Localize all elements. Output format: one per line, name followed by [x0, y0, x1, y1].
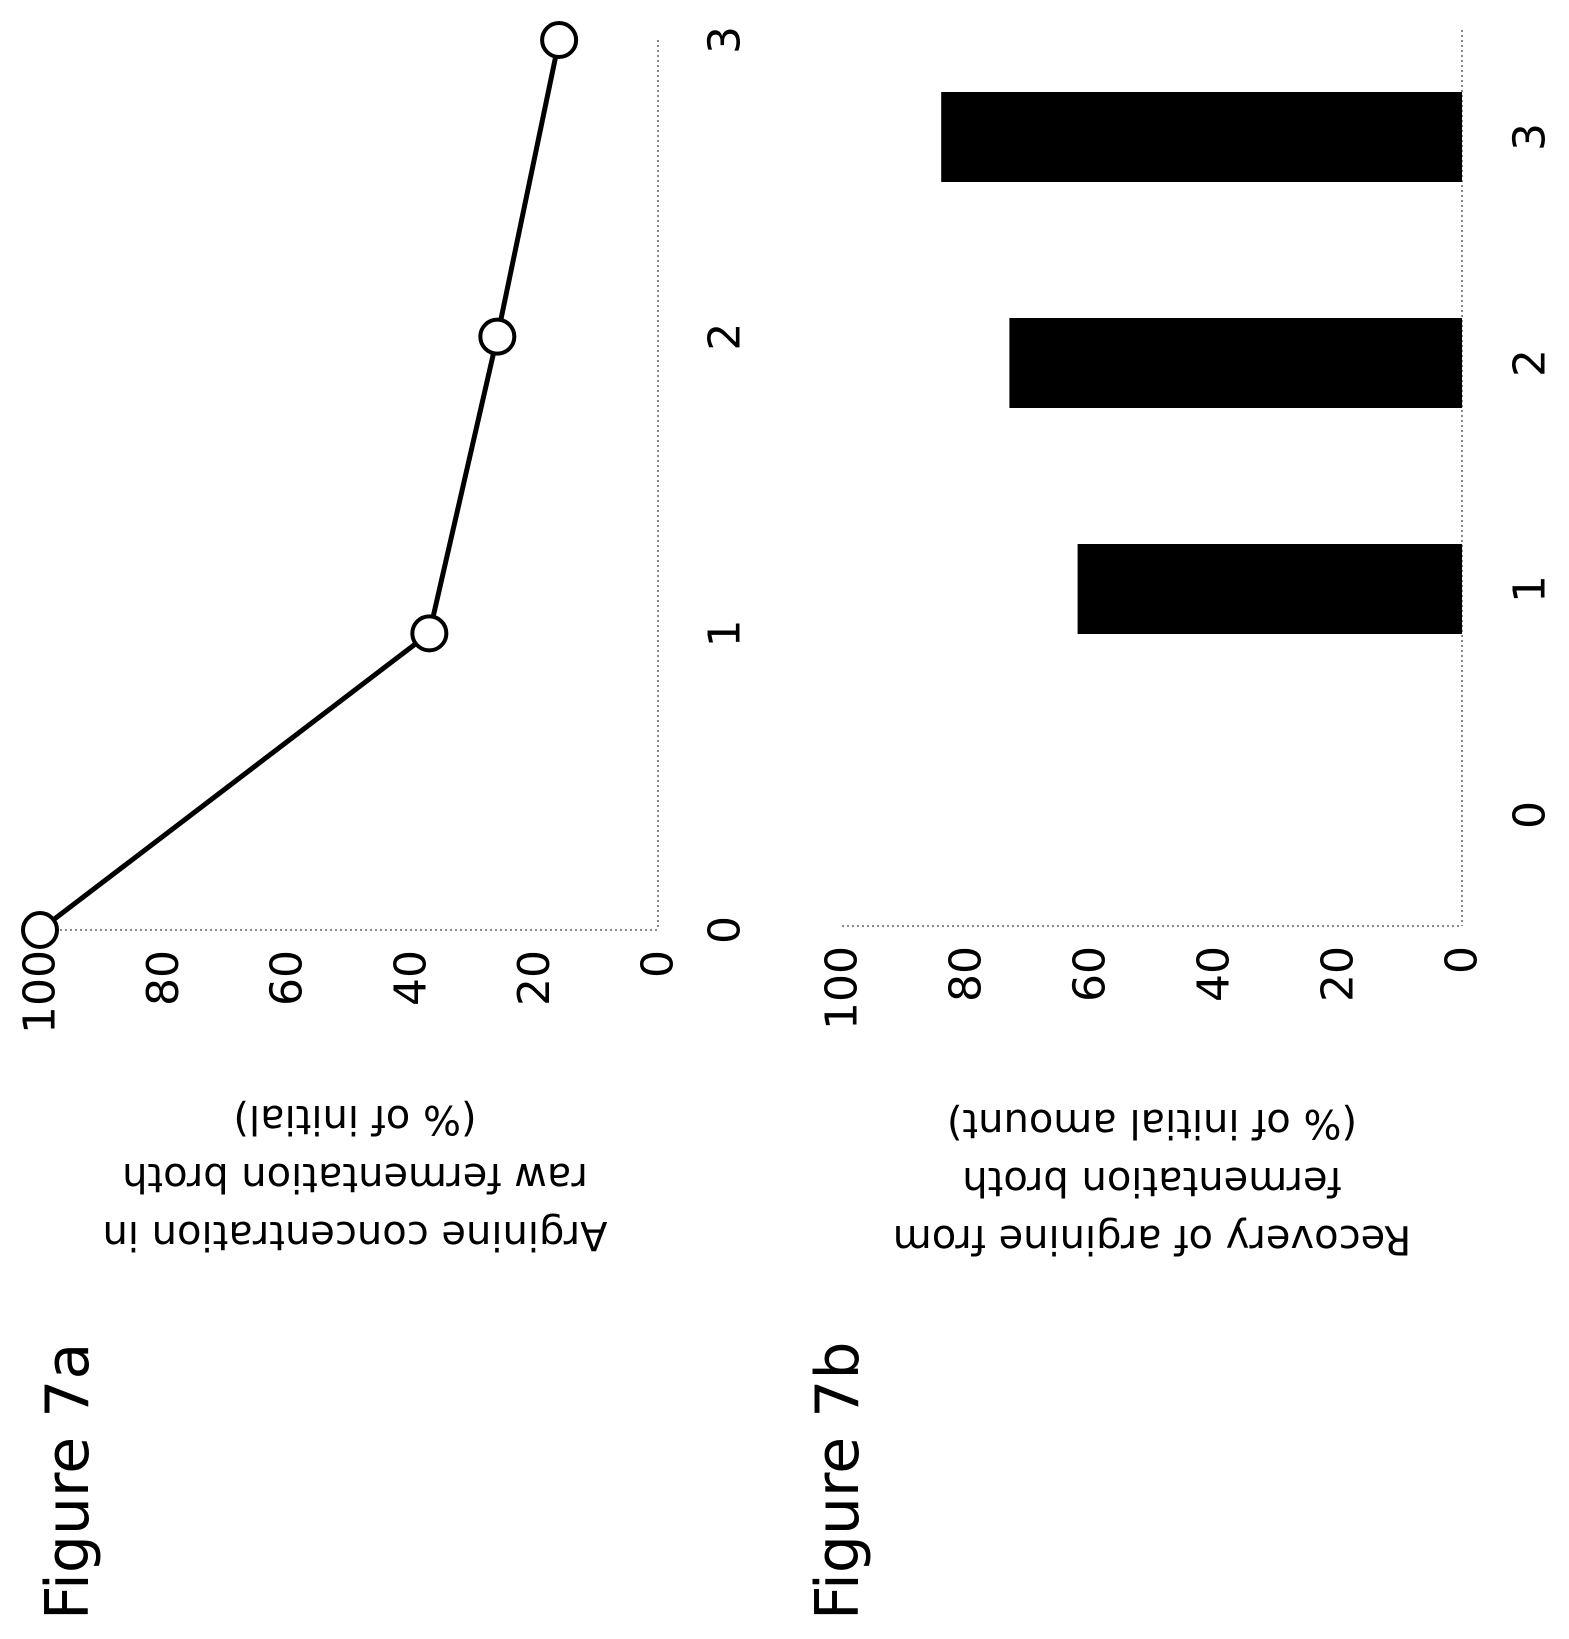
y-tick-20: 20 [1313, 946, 1364, 1002]
y-axis-title-line-1: Arginine concentration in [103, 1212, 608, 1258]
y-tick-40: 40 [1189, 946, 1240, 1002]
y-tick-80: 80 [941, 946, 992, 1002]
x-tick-3: 3 [1505, 123, 1556, 151]
y-tick-60: 60 [1065, 946, 1116, 1002]
bar-chart-7b: 0 1 2 3 0 20 40 60 80 100 Recovery of arginine f… [817, 30, 1556, 1262]
y-axis-title-line-2: fermentation broth [962, 1158, 1341, 1204]
x-tick-0: 0 [700, 916, 751, 944]
y-tick-labels: 0 20 40 60 80 100 [817, 946, 1488, 1030]
figure-label-7a: Figure 7a [33, 1343, 103, 1620]
y-tick-20: 20 [509, 950, 560, 1006]
line-chart-7a: 0 1 2 3 0 20 40 60 80 100 Arginine concentration… [15, 21, 751, 1258]
y-tick-labels: 0 20 40 60 80 100 [15, 950, 684, 1034]
y-tick-100: 100 [15, 950, 66, 1034]
x-tick-1: 1 [700, 619, 751, 647]
y-axis-title-line-1: Recovery of arginine from [893, 1216, 1411, 1262]
y-tick-0: 0 [633, 950, 684, 978]
bars [941, 92, 1462, 634]
x-tick-3: 3 [700, 26, 751, 54]
bar-1 [1077, 544, 1462, 634]
bar-2 [1009, 318, 1462, 408]
y-tick-0: 0 [1437, 946, 1488, 974]
y-axis-title-line-2: raw fermentation broth [122, 1154, 588, 1200]
y-tick-60: 60 [262, 950, 313, 1006]
data-points [21, 21, 579, 949]
data-point-2 [478, 317, 517, 356]
x-tick-2: 2 [1505, 349, 1556, 377]
y-tick-100: 100 [817, 946, 868, 1030]
x-tick-labels: 0 1 2 3 [700, 26, 751, 944]
series-line [38, 39, 562, 932]
y-axis-title-line-3: (% of initial) [233, 1096, 476, 1142]
y-tick-40: 40 [385, 950, 436, 1006]
figure-label-7b: Figure 7b [803, 1341, 873, 1620]
x-tick-labels: 0 1 2 3 [1505, 123, 1556, 829]
data-point-1 [410, 614, 449, 653]
y-tick-80: 80 [138, 950, 189, 1006]
data-point-0 [21, 911, 59, 949]
data-point-3 [540, 21, 579, 59]
bar-3 [941, 92, 1462, 182]
x-tick-1: 1 [1505, 575, 1556, 603]
x-tick-0: 0 [1505, 801, 1556, 829]
y-axis-title-line-3: (% of initial amount) [947, 1100, 1357, 1146]
x-tick-2: 2 [700, 323, 751, 351]
